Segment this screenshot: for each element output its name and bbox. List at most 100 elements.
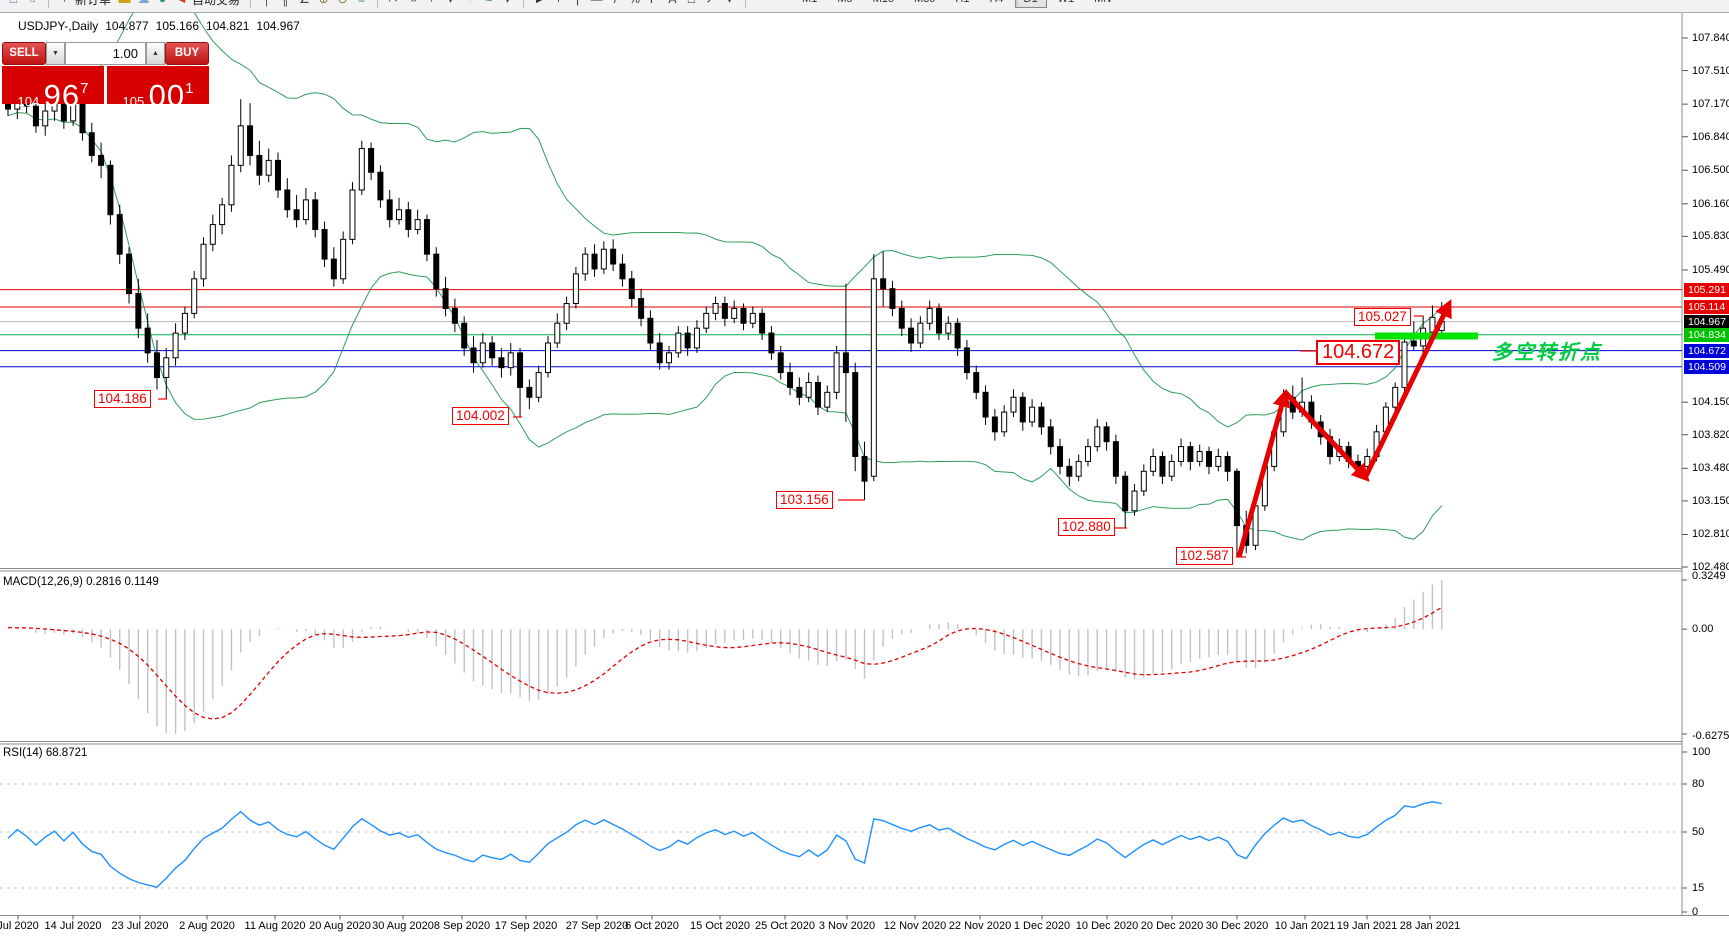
fibo-icon[interactable]: % [626,0,643,8]
main-toolbar: □○+新订单▬☁●◄自动交易┼║∠⊕⊖≡↦↠+▾◔≈▾►+|—/%FA□↗▾M1… [0,0,1729,13]
timeframe-button-m15[interactable]: M15 [864,0,903,8]
buy-price-pips: 00 [148,78,186,113]
signal-icon[interactable]: ● [154,0,171,8]
y-axis-tick: 106.840 [1692,130,1729,143]
auto-trading-icon[interactable]: ◄ [173,0,190,8]
buy-button[interactable]: BUY [165,42,209,65]
volume-input[interactable]: 1.00 [65,42,146,65]
x-axis-date: 23 Jul 2020 [111,920,169,932]
timeframe-button-m30[interactable]: M30 [905,0,944,8]
price-callout[interactable]: 105.027 [1354,308,1411,326]
timeframe-button-h4[interactable]: H4 [980,0,1012,8]
x-axis-date: 17 Sep 2020 [494,920,558,932]
rsi-axis-tick: 50 [1692,826,1705,838]
new-order-label: 新订单 [75,0,111,8]
toolbar-separator [377,0,379,8]
price-level-label: 104.509 [1684,359,1729,374]
y-axis-tick: 105.490 [1692,263,1729,276]
y-axis-tick: 106.160 [1692,197,1729,210]
quote-low: 104.821 [206,19,250,33]
price-callout[interactable]: 102.587 [1176,547,1233,565]
buy-price-point: 1 [185,80,194,97]
x-axis-date: Jul 2020 [0,920,39,932]
dropdown-caret-icon[interactable]: ▾ [721,0,738,8]
sell-button[interactable]: SELL [2,42,46,65]
x-axis-date: 10 Jan 2021 [1274,920,1336,932]
sell-price-display[interactable]: 104 967 [2,66,104,113]
indicator-list-icon[interactable]: ≈ [480,0,497,8]
price-callout[interactable]: 104.186 [94,390,151,408]
trend-arrow [1236,388,1291,558]
macd-label: MACD(12,26,9) 0.2816 0.1149 [3,576,159,588]
price-callout[interactable]: 103.156 [776,491,833,509]
trendline-icon[interactable]: / [607,0,624,8]
macd-indicator [7,580,1443,734]
price-callout[interactable]: 102.880 [1058,518,1115,536]
macd-axis-tick: 0.00 [1692,623,1714,636]
quote-close: 104.967 [256,19,300,33]
sell-price-pips: 96 [43,78,81,113]
price-level-label: 105.291 [1684,282,1729,297]
timeframe-button-w1[interactable]: W1 [1049,0,1084,8]
tile-windows-icon[interactable]: ≡ [353,0,370,8]
buy-price-figure: 105 [122,94,145,109]
crosshair-window-icon[interactable]: ┼ [258,0,275,8]
label-tool-icon[interactable]: □ [683,0,700,8]
price-callout[interactable]: 104.002 [452,407,509,425]
hline-icon[interactable]: — [588,0,605,8]
timeframe-button-d1[interactable]: D1 [1014,0,1047,8]
x-axis-date: 20 Dec 2020 [1140,920,1204,932]
trend-arrow [1283,390,1370,482]
new-order-icon[interactable]: + [56,0,73,8]
x-axis-date: 12 Nov 2020 [883,920,947,932]
volume-increase-button[interactable]: ▲ [146,42,165,65]
chinese-annotation[interactable]: 多空转折点 [1492,342,1602,364]
y-axis-tick: 102.480 [1692,561,1729,574]
zoom-in-icon[interactable]: ⊕ [315,0,332,8]
bar-window-icon[interactable]: ║ [277,0,294,8]
volume-decrease-button[interactable]: ▼ [46,42,65,65]
timeframe-button-m1[interactable]: M1 [793,0,826,8]
add-indicator-icon[interactable]: + [423,0,440,8]
dropdown-caret-icon[interactable]: ▾ [499,0,516,8]
arrows-tool-icon[interactable]: ↗ [702,0,719,8]
price-callout[interactable]: 104.672 [1316,340,1401,365]
sell-price-figure: 104 [17,94,40,109]
timeframe-button-mn[interactable]: MN [1085,0,1120,8]
buy-price-display[interactable]: 105 001 [107,66,209,113]
gold-icon[interactable]: ▬ [116,0,133,8]
toolbar-separator [745,0,747,8]
dropdown-caret-icon[interactable]: ▾ [442,0,459,8]
y-axis-tick: 103.820 [1692,428,1729,441]
x-axis-date: 6 Oct 2020 [625,920,679,932]
shift-chart-icon[interactable]: ↦ [385,0,402,8]
shift-end-icon[interactable]: ↠ [404,0,421,8]
zoom-box-icon[interactable]: ○ [24,0,41,8]
toolbar-separator [250,0,252,8]
vline-icon[interactable]: | [569,0,586,8]
x-axis-date: 2 Aug 2020 [179,920,235,932]
y-axis-tick: 107.510 [1692,64,1729,77]
crosshair-icon[interactable]: + [550,0,567,8]
support-highlight-bar [1375,332,1478,340]
chart-window-icon[interactable]: □ [5,0,22,8]
y-axis-tick: 103.480 [1692,462,1729,475]
fibo-fan-icon[interactable]: F [645,0,662,8]
price-level-label: 104.672 [1684,343,1729,358]
drawn-objects[interactable] [158,299,1478,558]
y-axis-tick: 104.150 [1692,396,1729,409]
text-tool-icon[interactable]: A [664,0,681,8]
cloud-icon[interactable]: ☁ [135,0,152,8]
toolbar-separator [523,0,525,8]
x-axis-date: 3 Nov 2020 [818,920,876,932]
zoom-out-icon[interactable]: ⊖ [334,0,351,8]
price-level-label: 105.114 [1684,300,1729,315]
y-axis-tick: 105.830 [1692,230,1729,243]
macd-axis-tick: 0.3249 [1692,570,1726,582]
timeframe-button-m5[interactable]: M5 [828,0,861,8]
cursor-icon[interactable]: ► [531,0,548,8]
clock-icon[interactable]: ◔ [461,0,478,8]
angle-window-icon[interactable]: ∠ [296,0,313,8]
timeframe-button-h1[interactable]: H1 [946,0,978,8]
